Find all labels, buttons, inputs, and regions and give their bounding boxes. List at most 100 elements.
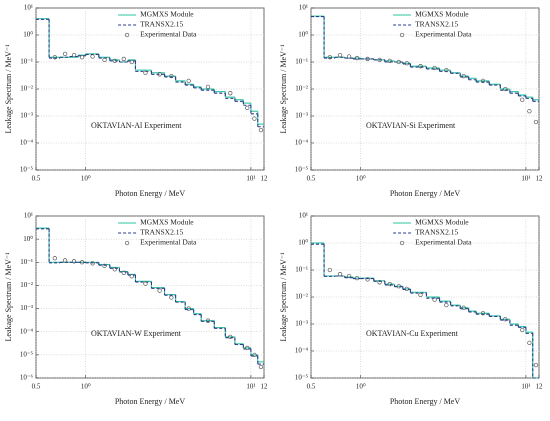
y-tick-label: 10⁰ [298,239,308,247]
legend-marker [124,32,130,38]
legend-marker [399,32,405,38]
data-point [337,272,343,277]
data-point [186,78,191,84]
data-point [169,295,174,300]
y-tick-label: 10⁻⁶ [20,374,34,382]
data-point [377,280,382,285]
data-point [245,105,250,111]
y-tick-label: 10⁻³ [295,320,308,328]
data-point [480,78,486,84]
data-point [112,58,117,64]
data-point [396,284,401,289]
legend-label: MGMXS Module [140,10,194,19]
x-tick-label: 10¹ [521,383,530,391]
y-tick-label: 10⁻² [295,293,308,301]
data-point [377,57,382,63]
data-point [186,306,191,311]
y-tick-label: 10⁻¹ [295,266,308,274]
data-point [337,52,343,58]
y-tick-label: 10⁻⁵ [295,374,309,382]
x-tick-label: 10¹ [246,175,255,183]
y-tick-label: 10⁻⁴ [295,139,309,147]
subplot: 10⁻⁵ 10⁻⁴ 10⁻³ 10⁻² 10⁻¹ 10⁰ 10¹ 0.5 10⁰ 10¹ 12 Pho… [4,4,268,198]
data-point [62,258,68,263]
data-point [205,84,211,90]
data-point [129,59,134,65]
data-point [90,261,95,266]
data-point [444,302,449,308]
data-point [346,273,352,279]
data-point [79,55,85,60]
y-tick-label: 10⁻¹ [295,58,308,66]
data-point [527,340,532,346]
subplot: 10⁻⁵ 10⁻⁴ 10⁻³ 10⁻² 10⁻¹ 10⁰ 10¹ 0.5 10⁰ 10¹ 12 Pho… [279,212,543,406]
legend-label: Experimental Data [140,238,197,247]
data-point [121,270,126,275]
data-point [52,256,57,261]
annotation: OKTAVIAN-Al Experiment [91,121,182,130]
data-point [112,267,117,272]
x-tick-label: 10⁰ [356,175,366,183]
data-point [503,86,508,92]
x-tick-label: 12 [261,383,269,391]
data-point [396,59,401,65]
legend-label: Experimental Data [415,30,472,39]
data-point [387,58,392,64]
y-tick-label: 10¹ [299,212,308,220]
legend-label: MGMXS Module [415,10,469,19]
y-tick-label: 10⁻² [295,85,308,93]
subplot: 10⁻⁶ 10⁻⁵ 10⁻⁴ 10⁻³ 10⁻² 10⁻¹ 10⁰ 10¹ 0.5 10⁰ 10¹ 1… [4,212,268,406]
data-point [444,67,449,73]
y-tick-label: 10¹ [299,4,308,12]
y-axis-label: Leakage Spectrum / MeV⁻¹ [279,44,288,134]
data-point [327,55,332,60]
annotation: OKTAVIAN-W Experiment [91,329,182,338]
x-tick-label: 12 [536,175,544,183]
data-point [62,51,68,57]
annotation: OKTAVIAN-Cu Experiment [366,329,459,338]
data-point [102,57,107,63]
x-axis-label: Photon Energy / MeV [115,189,186,198]
x-axis-label: Photon Energy / MeV [115,397,186,406]
data-point [258,127,264,133]
data-point [520,97,525,102]
data-point [79,260,85,265]
data-point [258,364,264,370]
data-point [252,352,257,358]
data-point [461,305,466,310]
data-point [346,54,352,59]
y-tick-label: 10¹ [24,4,33,12]
data-point [387,281,392,287]
x-tick-label: 12 [261,175,269,183]
x-tick-label: 0.5 [307,383,316,391]
legend-marker [399,240,405,246]
data-point [418,292,423,298]
data-point [432,65,437,71]
y-tick-label: 10⁻⁴ [20,139,34,147]
y-axis-label: Leakage Spectrum / MeV⁻¹ [4,44,13,134]
legend-marker [124,240,130,246]
data-point [503,317,508,322]
y-tick-label: 10⁰ [298,31,308,39]
y-tick-label: 10⁻⁵ [295,166,309,174]
data-point [480,311,486,316]
y-tick-label: 10⁻⁵ [20,350,34,358]
y-tick-label: 10⁻³ [295,112,308,120]
data-point [327,267,332,273]
data-point [533,362,539,368]
annotation: OKTAVIAN-Si Experiment [366,121,456,130]
y-tick-label: 10⁻³ [20,112,33,120]
legend-label: MGMXS Module [415,218,469,227]
legend-label: Experimental Data [140,30,197,39]
subplot: 10⁻⁵ 10⁻⁴ 10⁻³ 10⁻² 10⁻¹ 10⁰ 10¹ 0.5 10⁰ 10¹ 12 Pho… [279,4,543,198]
x-axis-label: Photon Energy / MeV [390,189,461,198]
legend-label: Experimental Data [415,238,472,247]
data-point [129,274,134,279]
data-point [52,55,57,60]
data-point [71,259,77,264]
data-point [527,109,532,114]
data-point [169,73,174,79]
data-point [365,277,370,282]
legend-label: MGMXS Module [140,218,194,227]
